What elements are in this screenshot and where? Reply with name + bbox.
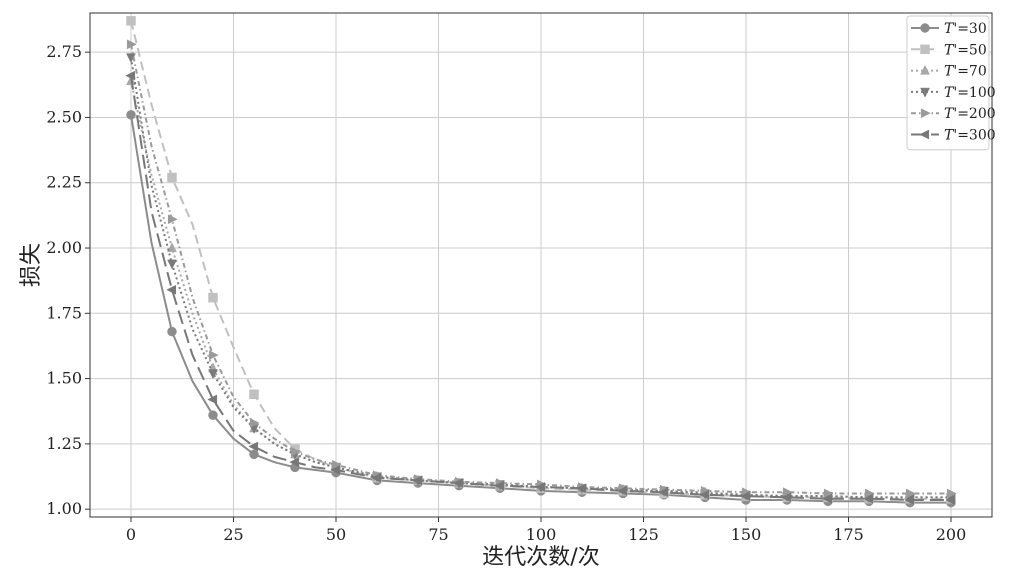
data-point: [126, 110, 136, 120]
data-point: [822, 493, 833, 504]
legend-entry: T'=50: [911, 42, 987, 58]
data-point: [371, 472, 382, 483]
legend-entry: T'=200: [911, 106, 996, 122]
data-point: [249, 449, 259, 460]
series-layer: [125, 16, 957, 508]
x-tick-label: 0: [126, 525, 136, 544]
x-tick-label: 200: [936, 525, 967, 544]
legend-label: T'=300: [944, 128, 996, 144]
legend-label: T'=50: [944, 42, 987, 58]
y-tick-label: 1.00: [46, 499, 82, 518]
y-tick-label: 2.75: [46, 42, 82, 61]
data-point: [207, 394, 218, 405]
y-axis-title: 损失: [19, 243, 44, 287]
data-point: [904, 495, 915, 505]
data-point: [290, 446, 301, 457]
data-point: [167, 326, 177, 337]
x-tick-label: 150: [731, 525, 762, 544]
data-point: [781, 492, 792, 503]
data-point: [905, 488, 916, 499]
data-point: [126, 16, 136, 26]
x-tick-label: 175: [833, 525, 864, 544]
series-line: [130, 114, 951, 504]
x-tick-label: 75: [428, 525, 448, 544]
data-point: [945, 495, 956, 505]
series-line: [130, 44, 951, 495]
tick-layer: 0 25 50 75 100 125 150 175 200 1.00 1.25 1.50 1.75 2.…: [46, 42, 966, 544]
data-point: [576, 483, 587, 494]
y-tick-label: 2.25: [46, 173, 82, 192]
grid-layer: [90, 13, 992, 517]
legend-label: T'=70: [944, 64, 987, 80]
legend-label: T'=30: [944, 21, 987, 37]
x-axis-title: 迭代次数/次: [482, 545, 599, 570]
legend-label: T'=200: [944, 106, 996, 122]
data-point: [658, 487, 669, 498]
data-point: [289, 457, 300, 468]
legend: T'=30 T'=50 T'=70 T'=100 T'=200 T'=300: [906, 15, 996, 151]
legend-label: T'=100: [944, 85, 996, 101]
data-point: [249, 389, 259, 400]
data-point: [126, 39, 137, 50]
data-point: [166, 284, 177, 295]
series-line: [130, 80, 951, 499]
legend-entry: T'=30: [911, 21, 987, 37]
data-point: [167, 242, 177, 253]
data-point: [208, 350, 219, 360]
legend-marker: [920, 23, 930, 33]
data-point: [494, 480, 505, 491]
legend-marker: [919, 129, 930, 140]
y-tick-label: 2.50: [46, 107, 82, 126]
data-point: [617, 485, 628, 496]
x-tick-label: 50: [326, 525, 346, 544]
legend-entry: T'=70: [911, 64, 987, 80]
data-point: [740, 491, 751, 502]
y-tick-label: 1.50: [46, 369, 82, 388]
data-point: [208, 410, 218, 420]
legend-marker: [920, 64, 930, 75]
legend-marker: [920, 108, 931, 119]
data-point: [208, 292, 218, 303]
data-point: [125, 70, 136, 81]
data-point: [208, 369, 218, 380]
data-point: [249, 418, 260, 428]
legend-entry: T'=300: [911, 128, 996, 144]
data-point: [167, 259, 177, 270]
data-point: [535, 482, 546, 492]
data-point: [699, 489, 710, 500]
data-point: [167, 214, 178, 225]
data-point: [946, 488, 957, 499]
legend-entry: T'=100: [911, 85, 996, 101]
x-tick-label: 25: [223, 525, 243, 544]
y-tick-label: 1.75: [46, 303, 82, 322]
data-point: [412, 475, 423, 486]
data-point: [248, 441, 259, 452]
data-point: [863, 493, 874, 504]
series-6: [125, 70, 956, 505]
legend-marker: [920, 44, 930, 55]
legend-marker: [920, 87, 930, 98]
x-tick-label: 125: [628, 525, 659, 544]
x-tick-label: 100: [526, 525, 557, 544]
y-tick-label: 1.25: [46, 434, 82, 453]
y-tick-label: 2.00: [46, 238, 82, 257]
data-point: [330, 465, 341, 475]
data-point: [453, 478, 464, 488]
series-line: [130, 75, 951, 501]
data-point: [167, 172, 177, 183]
